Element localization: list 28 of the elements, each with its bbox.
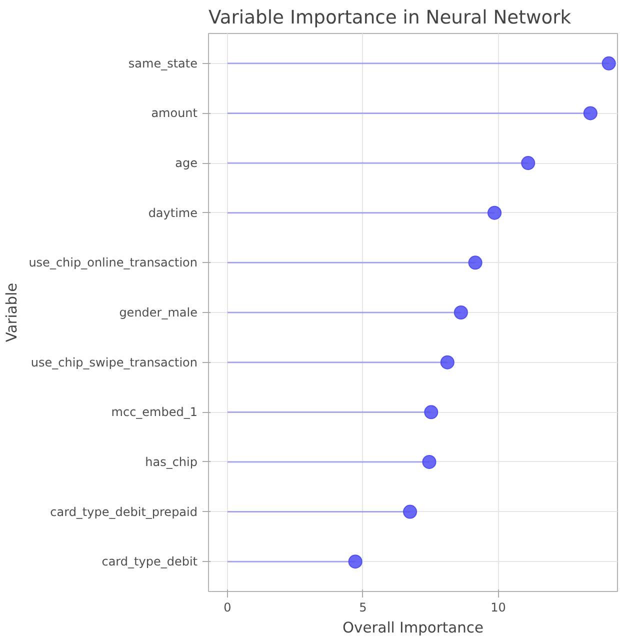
y-tick-label: card_type_debit_prepaid: [50, 504, 198, 519]
x-tick-label: 0: [224, 600, 232, 614]
x-tick-label: 10: [490, 600, 506, 614]
point: [602, 56, 616, 70]
point: [454, 306, 468, 320]
point: [440, 355, 454, 370]
point: [468, 256, 482, 270]
point: [488, 206, 502, 220]
y-tick-label: age: [175, 156, 198, 170]
point: [424, 405, 438, 420]
y-tick-label: same_state: [128, 56, 198, 70]
x-tick-label: 5: [359, 600, 367, 614]
chart-title: Variable Importance in Neural Network: [208, 8, 572, 28]
y-axis-title: Variable: [4, 282, 21, 342]
y-tick-label: daytime: [148, 206, 198, 220]
point: [521, 156, 536, 170]
point: [422, 454, 436, 469]
point: [583, 106, 598, 120]
y-tick-label: use_chip_online_transaction: [28, 256, 198, 270]
y-tick-label: has_chip: [145, 454, 198, 469]
y-tick-label: amount: [151, 106, 198, 120]
y-tick-label: gender_male: [119, 306, 198, 320]
point: [348, 554, 362, 569]
point: [403, 504, 418, 519]
y-tick-label: use_chip_swipe_transaction: [30, 355, 198, 370]
y-tick-label: card_type_debit: [102, 554, 198, 569]
y-tick-label: mcc_embed_1: [111, 405, 198, 420]
x-axis-title: Overall Importance: [342, 620, 484, 636]
